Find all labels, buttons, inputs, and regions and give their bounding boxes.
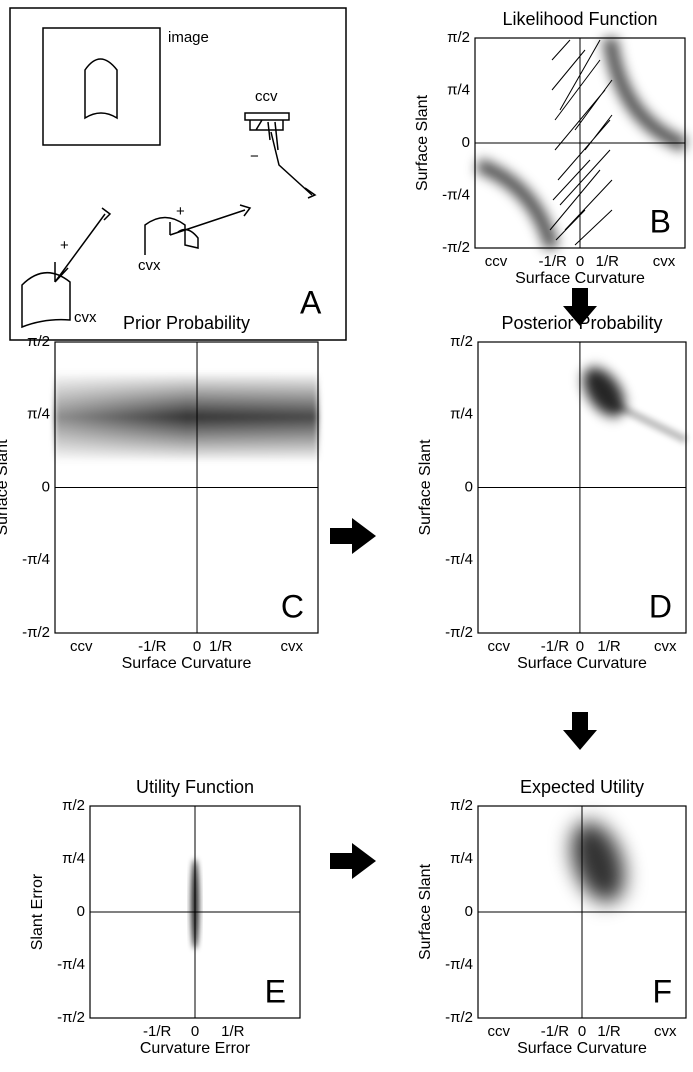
cvx-rays-left bbox=[54, 213, 106, 283]
y-axis-label: Slant Error bbox=[29, 873, 46, 950]
y-tick-label: π/2 bbox=[27, 333, 50, 350]
panel-a-frame bbox=[9, 7, 347, 341]
arrow-right bbox=[330, 518, 376, 554]
x-tick-label: 0 bbox=[576, 638, 584, 655]
posterior-map bbox=[583, 367, 688, 444]
ccv-surface bbox=[244, 112, 290, 131]
y-tick-label: π/2 bbox=[447, 29, 470, 46]
panel-title: Utility Function bbox=[136, 777, 254, 797]
image-label: image bbox=[168, 29, 209, 46]
expected-utility-map bbox=[571, 821, 625, 903]
y-axis-label: Surface Slant bbox=[0, 439, 11, 536]
likelihood-map bbox=[475, 37, 688, 250]
x-axis-label: Surface Curvature bbox=[517, 1040, 647, 1057]
arrow-down bbox=[563, 712, 597, 750]
panel-title: Posterior Probability bbox=[501, 313, 662, 333]
cvx-label-left: cvx bbox=[74, 309, 97, 326]
x-tick-label: 1/R bbox=[596, 253, 620, 270]
minus-label: − bbox=[250, 148, 259, 165]
x-axis-label: Surface Curvature bbox=[122, 655, 252, 672]
panel-a: image ccv − cvx + cvx + A bbox=[9, 7, 347, 341]
y-tick-label: -π/2 bbox=[442, 239, 470, 256]
x-tick-label: cvx bbox=[654, 638, 677, 655]
arrows bbox=[330, 288, 597, 879]
x-tick-label: 1/R bbox=[597, 638, 621, 655]
x-tick-label: cvx bbox=[653, 253, 676, 270]
y-tick-label: π/4 bbox=[62, 850, 85, 867]
y-tick-label: -π/4 bbox=[22, 551, 50, 568]
y-tick-label: π/4 bbox=[447, 81, 470, 98]
x-tick-label: 0 bbox=[193, 638, 201, 655]
x-tick-label: 0 bbox=[578, 1023, 586, 1040]
arrow-right bbox=[330, 843, 376, 879]
y-tick-label: -π/4 bbox=[445, 551, 473, 568]
image-shape bbox=[84, 58, 118, 120]
x-tick-label: -1/R bbox=[541, 638, 570, 655]
x-tick-label: 0 bbox=[191, 1023, 199, 1040]
y-axis-label: Surface Slant bbox=[417, 439, 434, 536]
x-tick-label: 1/R bbox=[221, 1023, 245, 1040]
panel-letter: F bbox=[652, 973, 672, 1009]
y-tick-label: -π/4 bbox=[445, 956, 473, 973]
y-tick-label: π/2 bbox=[450, 333, 473, 350]
x-tick-label: ccv bbox=[488, 1023, 511, 1040]
ccv-rays bbox=[267, 121, 313, 196]
x-tick-label: -1/R bbox=[143, 1023, 172, 1040]
y-tick-label: π/4 bbox=[450, 406, 473, 423]
y-tick-label: π/4 bbox=[27, 406, 50, 423]
y-tick-label: -π/2 bbox=[57, 1009, 85, 1026]
cvx-label-middle: cvx bbox=[138, 257, 161, 274]
plus-label-middle: + bbox=[176, 203, 185, 220]
panel-letter: E bbox=[265, 973, 286, 1009]
x-tick-label: -1/R bbox=[539, 253, 568, 270]
x-axis-label: Curvature Error bbox=[140, 1040, 251, 1057]
panel-letter: C bbox=[281, 588, 304, 624]
x-tick-label: 1/R bbox=[597, 1023, 621, 1040]
x-tick-label: ccv bbox=[488, 638, 511, 655]
y-tick-label: 0 bbox=[77, 903, 85, 920]
ccv-label: ccv bbox=[255, 88, 278, 105]
x-axis-label: Surface Curvature bbox=[517, 655, 647, 672]
y-tick-label: -π/4 bbox=[57, 956, 85, 973]
plus-label-left: + bbox=[60, 237, 69, 254]
x-tick-label: -1/R bbox=[138, 638, 167, 655]
y-tick-label: -π/4 bbox=[442, 186, 470, 203]
y-tick-label: -π/2 bbox=[22, 624, 50, 641]
panel-letter: D bbox=[649, 588, 672, 624]
panel-title: Expected Utility bbox=[520, 777, 644, 797]
panel-title: Likelihood Function bbox=[502, 9, 657, 29]
y-axis-label: Surface Slant bbox=[417, 863, 434, 960]
eyes bbox=[101, 187, 317, 221]
x-tick-label: 1/R bbox=[209, 638, 233, 655]
panel-letter: B bbox=[650, 203, 671, 239]
prior-map bbox=[55, 372, 318, 462]
arrow-down bbox=[563, 288, 597, 326]
y-tick-label: -π/2 bbox=[445, 624, 473, 641]
panel-letter: A bbox=[300, 284, 322, 320]
x-axis-label: Surface Curvature bbox=[515, 270, 645, 287]
y-axis-label: Surface Slant bbox=[414, 94, 431, 191]
cvx-surface-middle bbox=[144, 216, 199, 255]
y-tick-label: π/2 bbox=[62, 797, 85, 814]
y-tick-label: 0 bbox=[465, 478, 473, 495]
image-frame bbox=[42, 27, 161, 146]
x-tick-label: cvx bbox=[654, 1023, 677, 1040]
cvx-rays-middle bbox=[169, 209, 246, 236]
y-tick-label: π/2 bbox=[450, 797, 473, 814]
y-tick-label: π/4 bbox=[450, 850, 473, 867]
x-tick-label: 0 bbox=[576, 253, 584, 270]
y-tick-label: 0 bbox=[462, 134, 470, 151]
x-tick-label: -1/R bbox=[541, 1023, 570, 1040]
x-tick-label: cvx bbox=[280, 638, 303, 655]
x-tick-label: ccv bbox=[70, 638, 93, 655]
y-tick-label: 0 bbox=[42, 478, 50, 495]
panel-title: Prior Probability bbox=[123, 313, 250, 333]
cvx-surface-left bbox=[21, 272, 71, 329]
y-tick-label: -π/2 bbox=[445, 1009, 473, 1026]
x-tick-label: ccv bbox=[485, 253, 508, 270]
y-tick-label: 0 bbox=[465, 903, 473, 920]
